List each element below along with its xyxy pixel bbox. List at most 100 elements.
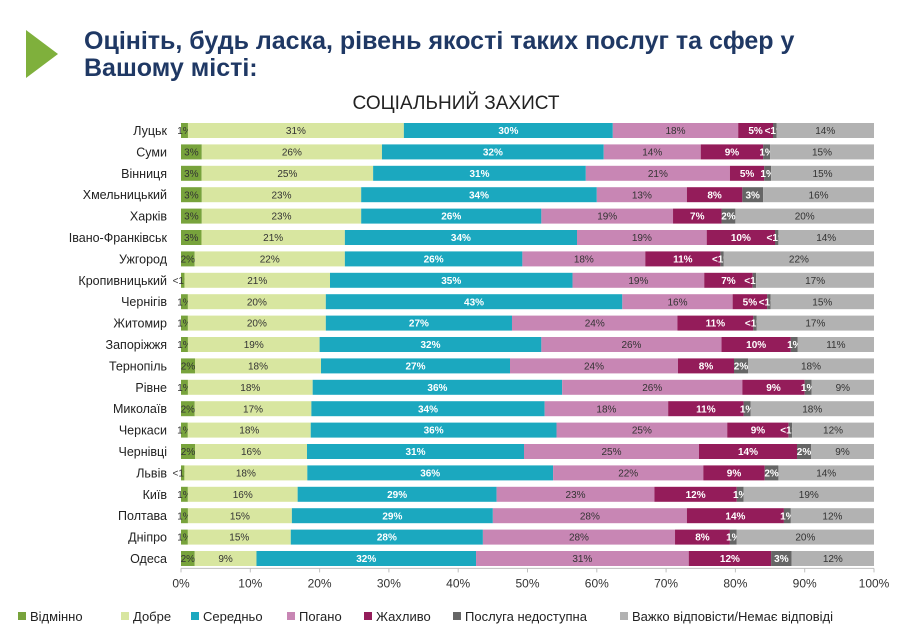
bar-segment-good [184,272,330,288]
data-label: 3% [184,233,199,244]
bar-segment-good [195,358,321,374]
data-label: 1% [733,490,748,501]
bar-segment-bad [482,529,676,545]
legend-swatch-good [121,612,129,620]
data-label: 29% [382,511,402,522]
bar-segment-unavailable [804,379,812,395]
bar-segment-terrible [706,230,775,245]
data-label: 15% [230,511,250,522]
bar-segment-excellent [181,422,188,438]
data-label: <1% [745,319,765,330]
data-label: 17% [805,276,825,287]
bar-segment-excellent [181,208,202,224]
legend-swatch-terrible [364,612,372,620]
data-label: 15% [812,148,832,159]
category-label: Харків [130,210,167,224]
data-label: 5% [740,169,755,180]
slide-title: Оцініть, будь ласка, рівень якості таких… [84,27,795,82]
data-label: <1% [765,126,785,137]
data-label: 22% [618,469,638,480]
bar-segment-good [187,379,313,395]
data-label: 31% [572,554,592,565]
data-label: 5% [743,297,758,308]
bar-segment-bad [553,465,704,481]
data-label: 26% [424,255,444,266]
bar-segment-good [194,251,345,267]
bar-segment-dk [736,529,874,545]
data-label: 17% [243,404,263,415]
bar-segment-unavailable [783,508,791,524]
bar-segment-good [201,230,345,245]
bar-segment-bad [541,337,722,352]
data-label: 20% [795,212,815,223]
data-label: 25% [632,426,652,437]
data-label: 20% [247,319,267,330]
data-label: 13% [632,190,652,201]
bar-segment-dk [770,144,874,160]
bar-segment-dk [771,165,874,181]
bar-segment-unavailable [790,337,798,352]
data-label: 23% [566,490,586,501]
data-label: 1% [177,426,192,437]
category-label: Івано-Франківськ [69,231,168,245]
bar-segment-average [325,315,512,331]
data-label: 8% [699,362,714,373]
bar-segment-good [201,208,362,224]
data-label: 19% [799,490,819,501]
bar-segment-excellent [181,272,185,288]
data-label: 19% [597,212,617,223]
category-label: Рівне [135,381,167,395]
data-label: 34% [469,190,489,201]
data-label: 7% [721,276,736,287]
bar-segment-dk [790,508,874,524]
x-axis: 0% 10% 20% 30% 40% 50% 60% 70% 80% 90% 100% [172,567,890,590]
data-label: 9% [751,426,766,437]
bar-segment-bad [585,165,730,181]
data-label: 29% [387,490,407,501]
data-label: 2% [181,255,196,266]
bar-segment-excellent [181,508,188,524]
bar-segment-dk [735,208,874,224]
category-label: Тернопіль [109,359,167,373]
bar-segment-dk [763,187,874,203]
bar-segment-good [187,315,326,331]
data-label: 18% [239,426,259,437]
bar-segment-good [187,123,404,138]
data-label: 3% [184,148,199,159]
category-label: Львів [136,466,167,480]
data-label: 11% [706,319,726,330]
bar-segment-bad [522,251,646,267]
data-label: 10% [731,233,751,244]
bar-segment-good [195,444,307,459]
data-label: 5% [748,126,763,137]
data-label: 27% [405,362,425,373]
bar-segment-terrible [645,251,721,267]
bar-segment-dk [778,465,874,481]
data-label: <1% [712,255,732,266]
bar-segment-bad [572,272,705,288]
bar-segment-terrible [688,551,772,566]
category-label: Чернігів [121,295,167,309]
data-label: 28% [377,533,397,544]
data-label: 1% [177,319,192,330]
data-label: 26% [642,383,662,394]
data-label: 3% [774,554,789,565]
data-label: 16% [241,447,261,458]
data-label: 1% [726,533,741,544]
bar-segment-terrible [677,315,754,331]
data-label: 1% [801,383,816,394]
data-label: 1% [177,126,192,137]
data-label: 9% [836,383,851,394]
bar-segment-dk [748,358,874,374]
data-label: 1% [177,297,192,308]
bar-segment-terrible [704,272,753,288]
bar-segment-good [187,422,311,438]
category-label: Кропивницький [78,274,167,288]
data-label: 14% [642,148,662,159]
data-label: 36% [420,469,440,480]
data-label: 11% [673,255,693,266]
data-label: 22% [789,255,809,266]
bar-segment-average [361,187,597,203]
x-tick-label: 20% [308,576,332,590]
